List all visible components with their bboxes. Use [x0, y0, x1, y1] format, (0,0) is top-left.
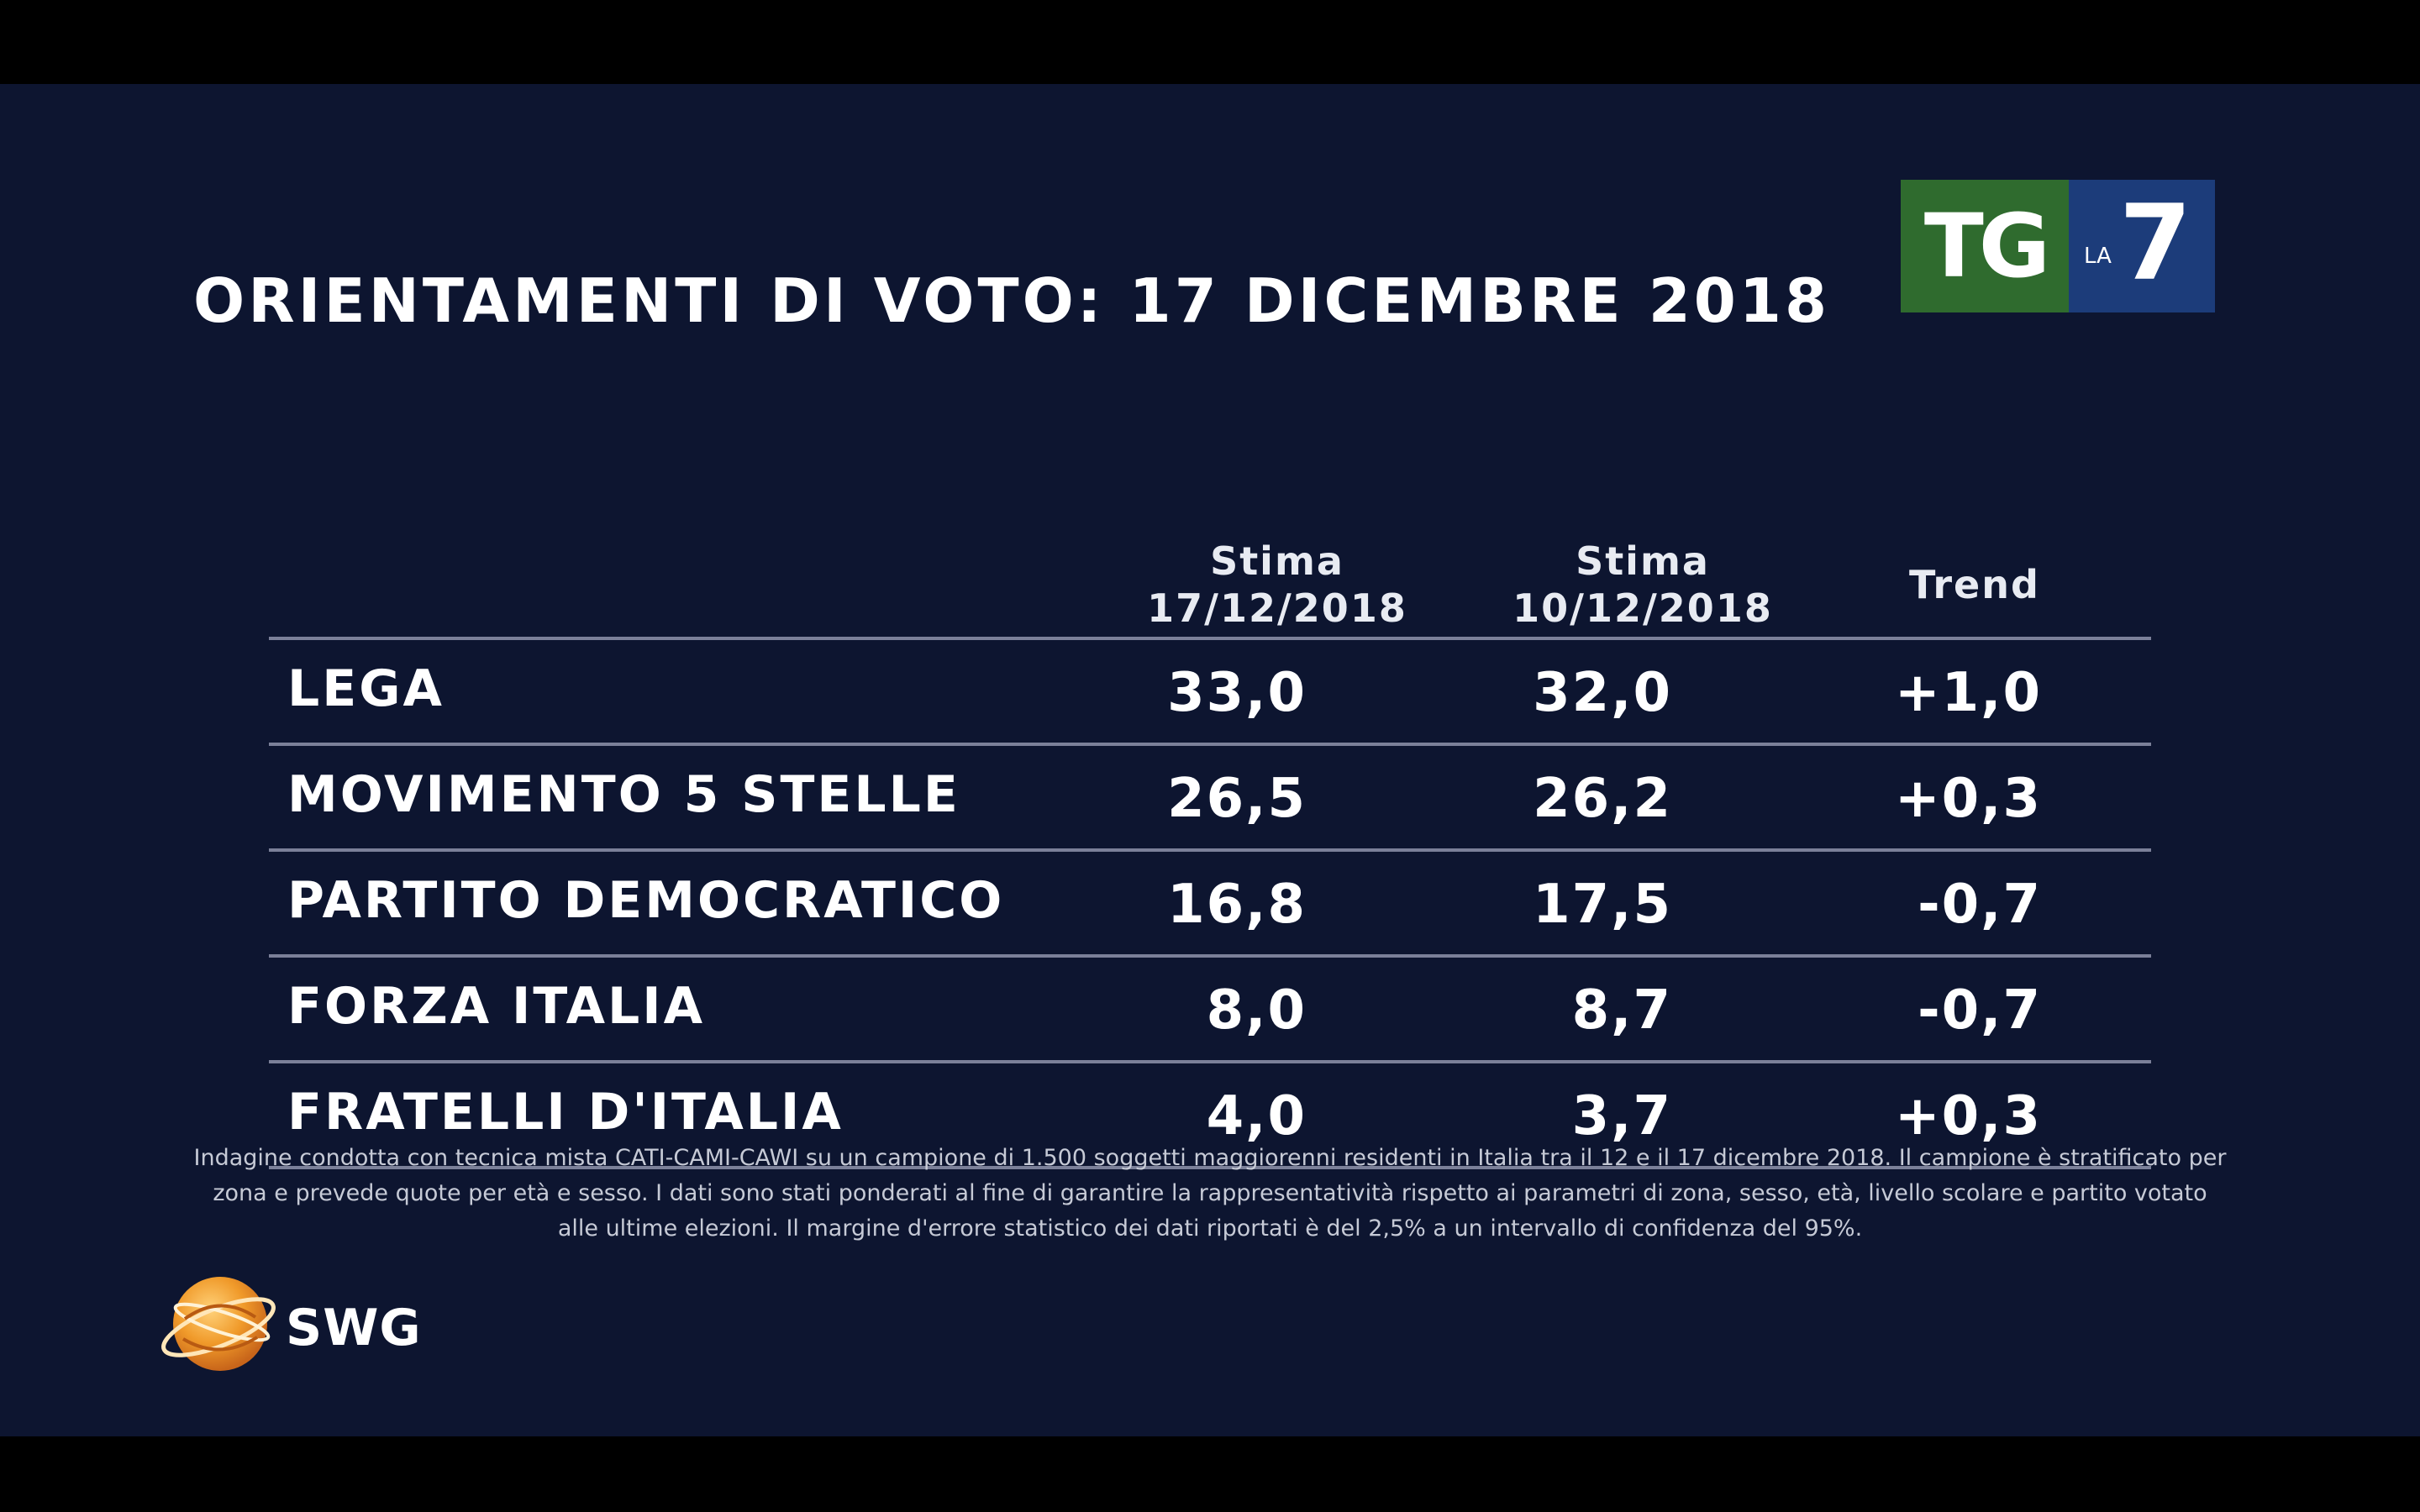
party-name: MOVIMENTO 5 STELLE [287, 765, 960, 824]
trend-value: +0,3 [1895, 1085, 2042, 1147]
trend-value: +1,0 [1895, 662, 2042, 724]
party-name: FRATELLI D'ITALIA [287, 1083, 844, 1142]
stima-10-12-value: 26,2 [1533, 768, 1672, 830]
trend-value: -0,7 [1918, 874, 2042, 936]
stima-17-12-value: 16,8 [1167, 874, 1307, 936]
swg-logo-text: SWG [286, 1299, 422, 1357]
table-rule [269, 637, 2151, 640]
letterbox-top [0, 0, 2420, 84]
column-header-stima-10-12: Stima 10/12/2018 [1475, 504, 1811, 670]
table-row: FORZA ITALIA 8,0 8,7 -0,7 [269, 958, 2151, 1060]
table-rule [269, 954, 2151, 958]
stima-17-12-value: 33,0 [1167, 662, 1307, 724]
table-row: MOVIMENTO 5 STELLE 26,5 26,2 +0,3 [269, 746, 2151, 848]
page-title: ORIENTAMENTI DI VOTO: 17 DICEMBRE 2018 [193, 265, 1831, 336]
table-row: FRATELLI D'ITALIA 4,0 3,7 +0,3 [269, 1063, 2151, 1166]
stima-10-12-value: 17,5 [1533, 874, 1672, 936]
tg-logo-text: TG [1923, 195, 2050, 297]
column-header-line: Stima [1210, 538, 1344, 584]
stima-10-12-value: 3,7 [1571, 1085, 1672, 1147]
table-row: LEGA 33,0 32,0 +1,0 [269, 640, 2151, 743]
column-header-line: Stima [1576, 538, 1710, 584]
la7-logo-la: LA [2084, 244, 2112, 269]
trend-value: -0,7 [1918, 979, 2042, 1042]
column-header-trend: Trend [1849, 504, 2101, 694]
column-header-line: Trend [1909, 562, 2040, 607]
methodology-note: Indagine condotta con tecnica mista CATI… [193, 1145, 2227, 1242]
column-header-line: 10/12/2018 [1512, 585, 1773, 631]
broadcast-slide: ORIENTAMENTI DI VOTO: 17 DICEMBRE 2018 T… [0, 84, 2420, 1436]
table-rule [269, 1166, 2151, 1169]
table-rule [269, 743, 2151, 746]
swg-logo: SWG [160, 1268, 445, 1386]
stima-17-12-value: 26,5 [1167, 768, 1307, 830]
party-name: LEGA [287, 659, 445, 718]
party-name: PARTITO DEMOCRATICO [287, 871, 1005, 930]
stima-17-12-value: 8,0 [1206, 979, 1307, 1042]
la7-logo-blue-block: LA 7 [2069, 180, 2215, 312]
la7-logo-seven: 7 [2119, 183, 2192, 304]
table-rule [269, 1060, 2151, 1063]
table-rule [269, 848, 2151, 852]
tg-logo-green-block: TG [1901, 180, 2069, 312]
table-row: PARTITO DEMOCRATICO 16,8 17,5 -0,7 [269, 852, 2151, 954]
party-name: FORZA ITALIA [287, 977, 706, 1036]
stima-17-12-value: 4,0 [1206, 1085, 1307, 1147]
column-header-stima-17-12: Stima 17/12/2018 [1109, 504, 1445, 670]
letterbox-bottom [0, 1436, 2420, 1512]
globe-icon [161, 1277, 276, 1371]
stima-10-12-value: 8,7 [1571, 979, 1672, 1042]
stima-10-12-value: 32,0 [1533, 662, 1672, 724]
tg-la7-logo: TG LA 7 [1901, 180, 2215, 312]
trend-value: +0,3 [1895, 768, 2042, 830]
column-header-line: 17/12/2018 [1147, 585, 1407, 631]
